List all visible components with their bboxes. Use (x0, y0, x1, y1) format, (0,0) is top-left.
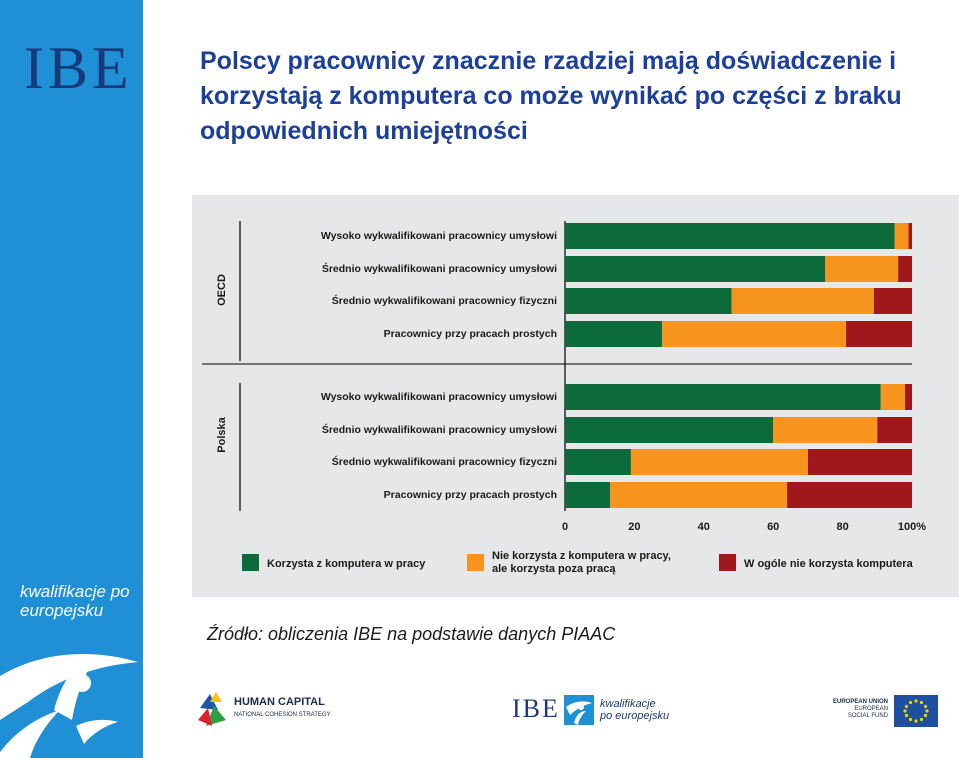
legend-swatch (242, 554, 259, 571)
category-label: Pracownicy przy pracach prostych (384, 489, 557, 501)
page-title: Polscy pracownicy znacznie rzadziej mają… (200, 47, 902, 145)
group-label: OECD (216, 274, 228, 306)
human-capital-name: HUMAN CAPITAL (234, 696, 325, 708)
bar-segment-series-2 (662, 321, 847, 347)
x-tick-label: 0 (562, 521, 568, 533)
legend-label: W ogóle nie korzysta komputera (744, 558, 914, 570)
eu-line-3: SOCIAL FUND (847, 713, 888, 719)
category-label: Średnio wykwalifikowani pracownicy fizyc… (332, 294, 557, 307)
eu-line-1: EUROPEAN UNION (832, 699, 888, 705)
human-capital-logo: HUMAN CAPITAL NATIONAL COHESION STRATEGY (196, 686, 346, 732)
bar-segment-series-3 (898, 256, 912, 282)
x-tick-label: 100% (898, 521, 926, 533)
ibe-footer-logo: IBE kwalifikacje po europejsku (512, 690, 669, 734)
bar-segment-series-1 (565, 288, 732, 314)
ibe-footer-tagline: kwalifikacje po europejsku (600, 698, 670, 722)
sidebar-tagline: kwalifikacje po europejsku (20, 582, 130, 620)
eu-logo: EUROPEAN UNION EUROPEAN SOCIAL FUND (830, 693, 940, 733)
group-label: Polska (216, 416, 228, 452)
x-tick-label: 80 (836, 521, 848, 533)
bar-segment-series-3 (846, 321, 912, 347)
ibe-figure-icon (564, 695, 594, 725)
legend-label: Nie korzysta z komputera w pracy, ale kor… (492, 550, 671, 575)
legend-swatch (719, 554, 736, 571)
category-label: Wysoko wykwalifikowani pracownicy umysło… (321, 230, 557, 242)
eu-line-2: EUROPEAN (854, 706, 888, 712)
bar-segment-series-1 (565, 449, 631, 475)
bar-segment-series-1 (565, 482, 611, 508)
bar-segment-series-2 (825, 256, 899, 282)
bar-segment-series-2 (773, 417, 878, 443)
bar-segment-series-2 (894, 223, 909, 249)
bar-segment-series-2 (731, 288, 874, 314)
bar-segment-series-3 (908, 223, 912, 249)
bar-segment-series-1 (565, 417, 774, 443)
chart: OECD Polska Wysoko wykwalifikowani pracown… (192, 195, 959, 597)
category-label: Średnio wykwalifikowani pracownicy umysł… (322, 423, 557, 436)
bar-segment-series-1 (565, 256, 826, 282)
bar-segment-series-3 (873, 288, 912, 314)
bar-segment-series-1 (565, 321, 663, 347)
chart-svg: OECD Polska Wysoko wykwalifikowani pracown… (202, 221, 926, 575)
bar-segment-series-2 (880, 384, 906, 410)
ibe-logo: IBE (24, 35, 133, 101)
category-label: Średnio wykwalifikowani pracownicy umysł… (322, 262, 557, 275)
category-label: Wysoko wykwalifikowani pracownicy umysło… (321, 391, 557, 403)
human-capital-subtitle: NATIONAL COHESION STRATEGY (234, 712, 331, 718)
legend-swatch (467, 554, 484, 571)
bar-segment-series-2 (630, 449, 808, 475)
bar-segment-series-3 (905, 384, 912, 410)
bar-segment-series-2 (610, 482, 788, 508)
legend-label: Korzysta z komputera w pracy (267, 558, 426, 570)
ibe-footer-name: IBE (512, 694, 560, 723)
x-tick-label: 20 (628, 521, 640, 533)
bar-segment-series-1 (565, 223, 895, 249)
x-tick-label: 40 (698, 521, 710, 533)
x-tick-label: 60 (767, 521, 779, 533)
eu-text: EUROPEAN UNION EUROPEAN SOCIAL FUND (830, 699, 888, 720)
bar-segment-series-3 (807, 449, 912, 475)
running-figure-icon (0, 653, 138, 758)
eu-flag-icon (894, 695, 938, 727)
sidebar: IBE kwalifikacje po europejsku (0, 0, 143, 758)
bar-segment-series-1 (565, 384, 881, 410)
bar-segment-series-3 (877, 417, 912, 443)
category-label: Średnio wykwalifikowani pracownicy fizyc… (332, 455, 557, 468)
bar-segment-series-3 (787, 482, 912, 508)
source-note: Źródło: obliczenia IBE na podstawie dany… (207, 624, 616, 644)
human-capital-emblem-icon (198, 688, 228, 728)
category-label: Pracownicy przy pracach prostych (384, 328, 557, 340)
